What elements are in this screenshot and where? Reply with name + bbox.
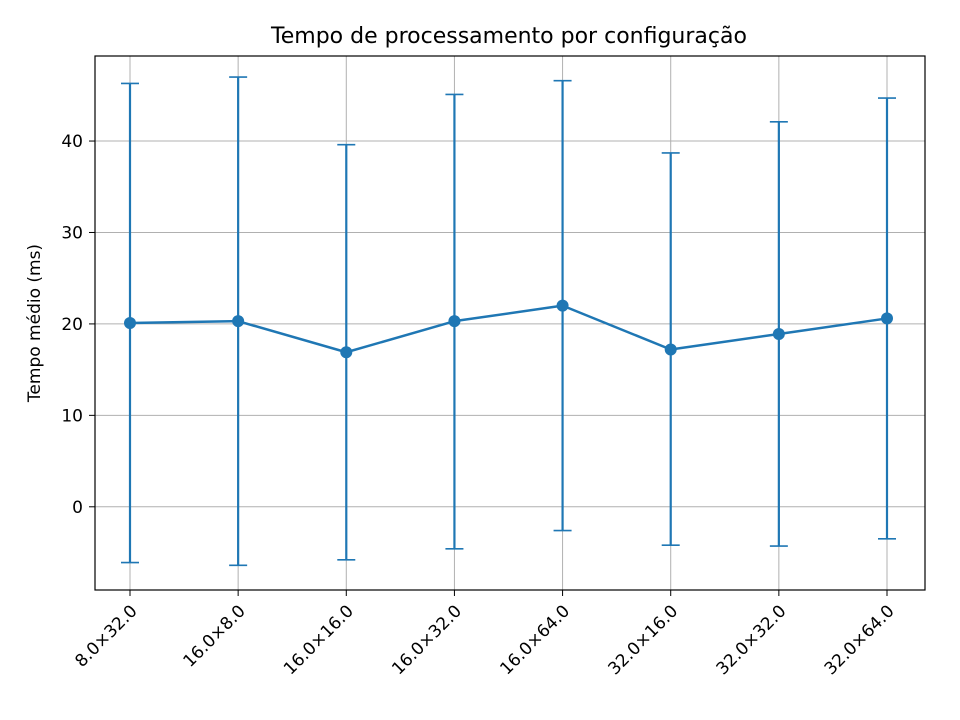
data-point	[556, 299, 569, 312]
grid	[95, 56, 925, 590]
x-tick-label: 16.0×32.0	[388, 601, 466, 679]
y-axis: 0 10 20 30 40	[61, 132, 95, 518]
data-point	[340, 346, 353, 359]
data-point	[881, 312, 893, 325]
series-line	[129, 304, 888, 354]
x-tick-label: 32.0×64.0	[821, 601, 899, 679]
plot-frame	[94, 55, 926, 591]
x-axis: 8.0×32.0 16.0×8.0 16.0×16.0 16.0×32.0 16.0×6…	[71, 590, 899, 679]
y-tick-label: 40	[61, 132, 83, 152]
series	[124, 299, 893, 359]
y-tick-label: 20	[61, 315, 83, 335]
x-tick-label: 16.0×64.0	[496, 601, 574, 679]
data-point	[772, 327, 785, 340]
data-point	[232, 315, 245, 328]
data-point	[124, 317, 136, 329]
x-tick-label: 16.0×8.0	[180, 601, 250, 671]
data-point	[664, 343, 677, 356]
x-tick-label: 8.0×32.0	[71, 601, 141, 671]
y-tick-label: 10	[61, 406, 83, 426]
chart-title: Tempo de processamento por configuração	[270, 24, 747, 49]
y-tick-label: 0	[72, 498, 83, 518]
x-tick-label: 32.0×16.0	[605, 601, 683, 679]
data-point	[448, 315, 461, 328]
x-tick-label: 32.0×32.0	[713, 601, 791, 679]
y-tick-label: 30	[61, 223, 83, 243]
x-tick-label: 16.0×16.0	[280, 601, 358, 679]
y-axis-label: Tempo médio (ms)	[25, 244, 45, 403]
